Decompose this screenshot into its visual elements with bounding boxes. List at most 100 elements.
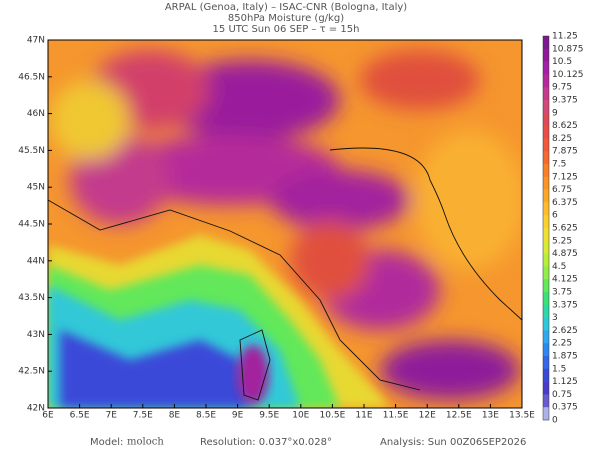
colorbar-swatch (543, 112, 549, 126)
colorbar-swatch (543, 125, 549, 139)
colorbar-label: 3.375 (552, 300, 578, 310)
colorbar-swatch (543, 61, 549, 75)
lon-label: 11.5E (383, 411, 409, 421)
colorbar-label: 4.125 (552, 275, 578, 285)
lon-label: 12.5E (446, 411, 472, 421)
colorbar-swatch (543, 151, 549, 165)
colorbar-label: 10.5 (552, 57, 572, 67)
lat-label: 43N (27, 330, 45, 340)
lat-labels: 47N 46.5N 46N 45.5N 45N 44.5N 44N 43.5N 43N 42.5N… (18, 36, 52, 414)
colorbar-label: 0.375 (552, 403, 578, 413)
header-line: 850hPa Moisture (g/kg) (228, 13, 344, 24)
lon-label: 13.5E (509, 411, 535, 421)
colorbar-swatch (543, 176, 549, 190)
colorbar-label: 1.875 (552, 352, 578, 362)
lon-label: 8.5E (196, 411, 216, 421)
colorbar-label: 4.5 (552, 262, 566, 272)
footer-analysis: Analysis: Sun 00Z06SEP2026 (380, 437, 526, 448)
colorbar-label: 7.875 (552, 147, 578, 157)
colorbar-label: 4.875 (552, 249, 578, 259)
lon-label: 13E (482, 411, 499, 421)
colorbar-label: 8.625 (552, 121, 578, 131)
colorbar-swatch (543, 87, 549, 101)
colorbar-swatch (543, 292, 549, 306)
lon-label: 9E (232, 411, 244, 421)
colorbar-swatch (543, 164, 549, 178)
colorbar-frame (542, 35, 550, 421)
colorbar-label: 0 (552, 416, 558, 426)
colorbar-swatch (543, 228, 549, 242)
colorbar-swatch (543, 138, 549, 152)
lon-label: 6E (42, 411, 54, 421)
colorbar-label: 3.75 (552, 288, 572, 298)
colorbar-label: 1.125 (552, 377, 578, 387)
header-line: ARPAL (Genoa, Italy) – ISAC-CNR (Bologna… (165, 2, 407, 13)
lon-label: 6.5E (70, 411, 90, 421)
lon-label: 9.5E (259, 411, 279, 421)
colorbar-swatch (543, 48, 549, 62)
colorbar-swatch (543, 100, 549, 114)
colorbar-swatch (543, 266, 549, 280)
colorbar-label: 9 (552, 108, 558, 118)
colorbar-label: 9.375 (552, 96, 578, 106)
lat-label: 45N (27, 183, 45, 193)
colorbar-label: 11.25 (552, 32, 578, 42)
lon-label: 8E (169, 411, 181, 421)
lat-label: 44.5N (18, 220, 45, 230)
footer-resolution: Resolution: 0.037°x0.028° (200, 437, 332, 448)
lon-label: 10.5E (320, 411, 346, 421)
colorbar-label: 10.875 (552, 44, 584, 54)
colorbar-swatch (543, 343, 549, 357)
colorbar-label: 2.625 (552, 326, 578, 336)
colorbar-swatch (543, 240, 549, 254)
colorbar-swatch (543, 330, 549, 344)
colorbar-swatch (543, 215, 549, 229)
colorbar-swatch (543, 202, 549, 216)
lon-labels: 6E 6.5E 7E 7.5E 8E 8.5E 9E 9.5E 10E 10.5E 11E 11.5E… (42, 404, 535, 421)
colorbar-swatch (543, 356, 549, 370)
colorbar-label: 1.5 (552, 364, 566, 374)
colorbar-label: 6 (552, 211, 558, 221)
map-field (48, 40, 522, 408)
lat-label: 46.5N (18, 72, 45, 82)
colorbar-label: 8.25 (552, 134, 572, 144)
colorbar-swatch (543, 74, 549, 88)
colorbar-swatch (543, 189, 549, 203)
colorbar-label: 7.5 (552, 160, 566, 170)
lon-label: 11E (355, 411, 372, 421)
colorbar-swatch (543, 368, 549, 382)
lat-label: 44N (27, 256, 45, 266)
lat-label: 47N (27, 36, 45, 46)
lat-label: 42N (27, 404, 45, 414)
colorbar-swatch (543, 381, 549, 395)
lon-label: 10E (292, 411, 309, 421)
lat-label: 46N (27, 109, 45, 119)
colorbar-label: 6.375 (552, 198, 578, 208)
colorbar-swatch (543, 253, 549, 267)
header-line: 15 UTC Sun 06 SEP – τ = 15h (213, 24, 360, 35)
colorbar-swatch (543, 279, 549, 293)
colorbar-label: 2.25 (552, 339, 572, 349)
colorbar-label: 7.125 (552, 172, 578, 182)
colorbar-label: 5.625 (552, 224, 578, 234)
lat-label: 43.5N (18, 293, 45, 303)
colorbar-swatch (543, 394, 549, 408)
lat-label: 45.5N (18, 146, 45, 156)
colorbar-label: 3 (552, 313, 558, 323)
lon-label: 7E (105, 411, 117, 421)
footer-model-label: Model: (90, 437, 123, 448)
colorbar-label: 9.75 (552, 83, 572, 93)
colorbar-swatch (543, 317, 549, 331)
colorbar-label: 0.75 (552, 390, 572, 400)
colorbar-label: 6.75 (552, 185, 572, 195)
lon-label: 7.5E (133, 411, 153, 421)
colorbar-swatch (543, 407, 549, 421)
colorbar: 11.25 10.875 10.5 10.125 9.75 9.375 9 8.625 8.25… (542, 32, 584, 426)
lon-label: 12E (419, 411, 436, 421)
colorbar-label: 5.25 (552, 236, 572, 246)
colorbar-label: 10.125 (552, 70, 584, 80)
lat-label: 42.5N (18, 367, 45, 377)
colorbar-swatch (543, 36, 549, 50)
colorbar-swatch (543, 304, 549, 318)
